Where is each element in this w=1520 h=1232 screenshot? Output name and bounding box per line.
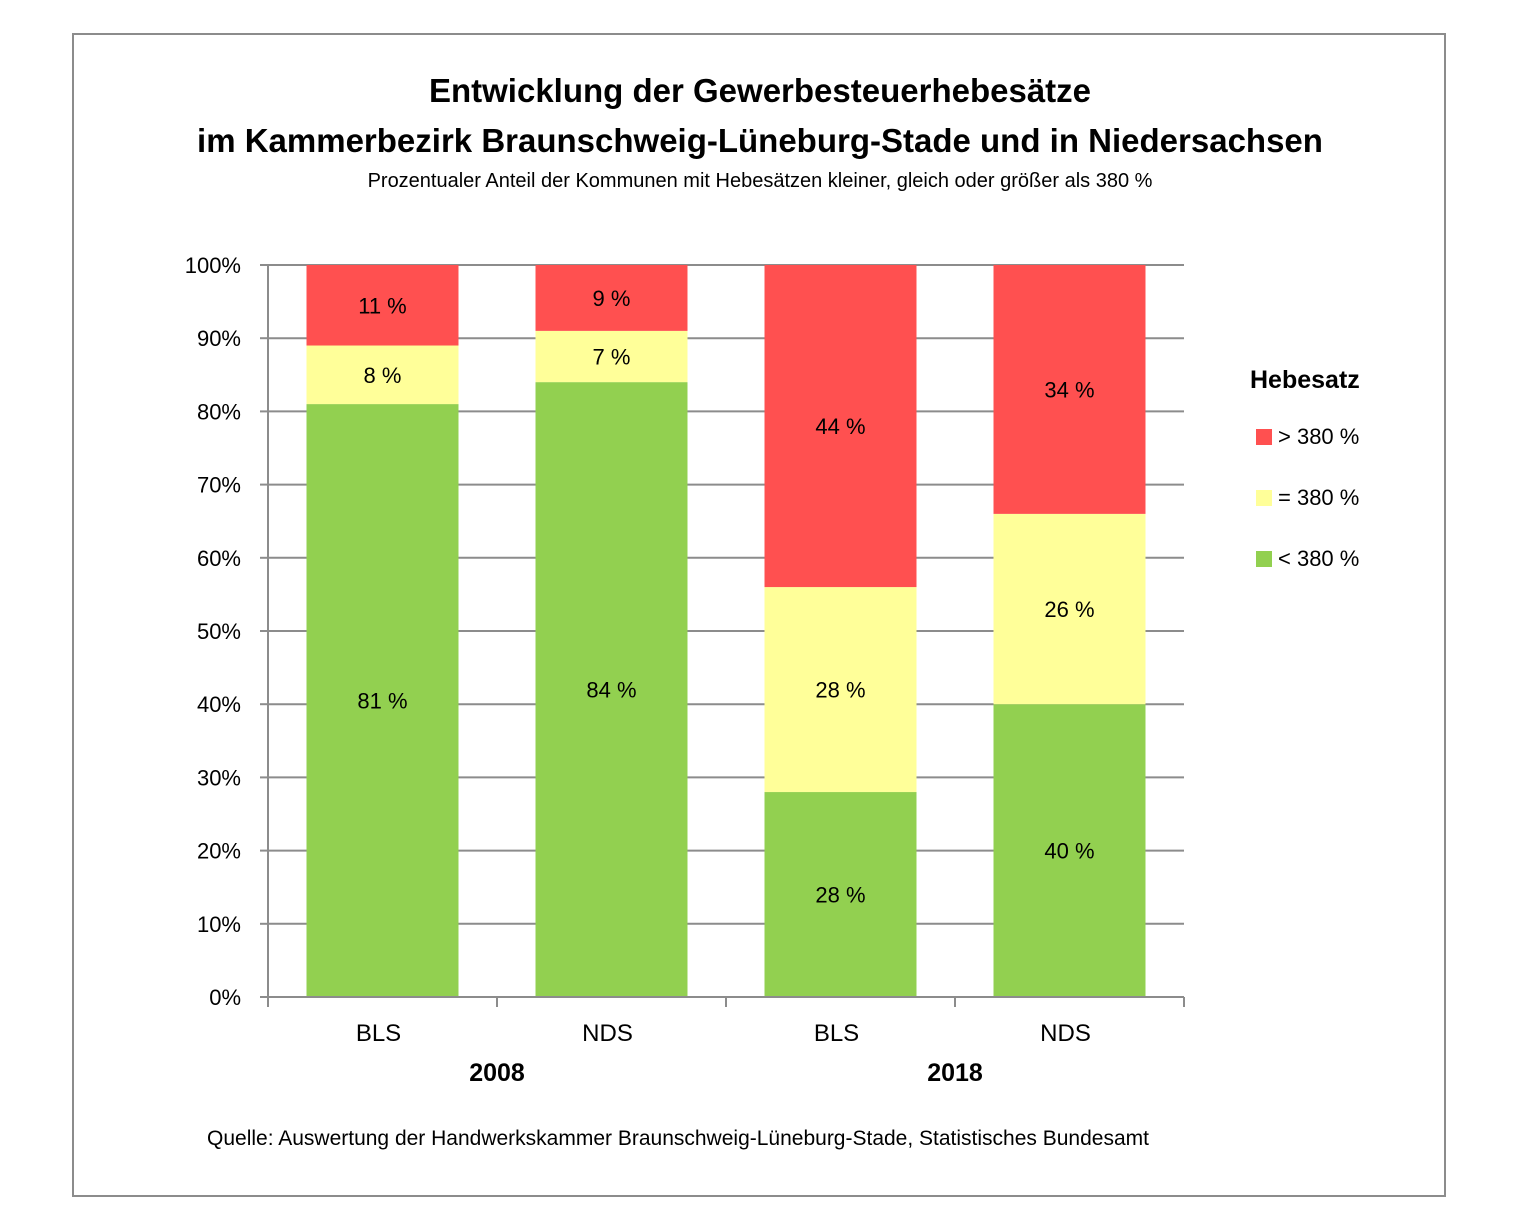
legend-item-less: < 380 %	[1256, 546, 1359, 572]
chart-title-line2: im Kammerbezirk Braunschweig-Lüneburg-St…	[197, 122, 1323, 159]
bar-segment	[993, 513, 1146, 705]
data-label: 84 %	[586, 678, 636, 703]
data-label: 28 %	[815, 678, 865, 703]
y-tick-label: 0%	[209, 985, 241, 1010]
bar-segment	[306, 404, 459, 998]
data-label: 34 %	[1044, 377, 1094, 402]
legend-label-less: < 380 %	[1278, 546, 1360, 571]
y-tick-label: 10%	[197, 912, 241, 937]
bar-segment	[764, 265, 917, 588]
data-label: 28 %	[815, 883, 865, 908]
bar-segment	[306, 345, 459, 405]
data-label: 26 %	[1044, 597, 1094, 622]
y-tick-label: 70%	[197, 473, 241, 498]
chart-subtitle: Prozentualer Anteil der Kommunen mit Heb…	[367, 170, 1153, 192]
group-label: 2018	[927, 1059, 983, 1087]
data-label: 40 %	[1044, 839, 1094, 864]
bar-segment	[764, 792, 917, 997]
legend-swatch-greater	[1256, 429, 1272, 445]
bar-segment	[993, 265, 1146, 514]
x-tick-label: BLS	[356, 1020, 401, 1047]
data-label: 44 %	[815, 414, 865, 439]
y-tick-label: 20%	[197, 839, 241, 864]
legend-swatch-less	[1256, 551, 1272, 567]
legend-item-greater: > 380 %	[1256, 424, 1359, 450]
group-label: 2008	[469, 1059, 525, 1087]
bar-segment	[535, 382, 688, 997]
legend-label-greater: > 380 %	[1278, 424, 1360, 449]
y-tick-label: 80%	[197, 399, 241, 424]
source-note: Quelle: Auswertung der Handwerkskammer B…	[207, 1127, 1149, 1150]
bar-segment	[764, 587, 917, 793]
x-tick-label: NDS	[582, 1020, 633, 1047]
bar-segment	[306, 265, 459, 346]
x-tick-label: BLS	[814, 1020, 859, 1047]
bar-segment	[993, 704, 1146, 997]
data-label: 8 %	[364, 363, 402, 388]
y-tick-label: 100%	[185, 253, 241, 278]
legend-swatch-equal	[1256, 490, 1272, 506]
x-tick-label: NDS	[1040, 1020, 1091, 1047]
chart-title: Entwicklung der Gewerbesteuerhebesätze	[428, 72, 1092, 109]
legend-title: Hebesatz	[1250, 366, 1360, 394]
y-tick-label: 30%	[197, 765, 241, 790]
legend-label-equal: = 380 %	[1278, 485, 1360, 510]
data-label: 9 %	[593, 286, 631, 311]
y-tick-label: 60%	[197, 546, 241, 571]
chart-frame	[72, 33, 1446, 1197]
data-label: 11 %	[358, 293, 407, 318]
y-tick-label: 40%	[197, 692, 241, 717]
bar-segment	[535, 330, 688, 383]
y-tick-label: 90%	[197, 326, 241, 351]
data-label: 81 %	[357, 689, 407, 714]
y-tick-label: 50%	[197, 619, 241, 644]
legend: Hebesatz > 380 % = 380 % < 380 %	[1248, 366, 1428, 571]
legend-item-equal: = 380 %	[1256, 485, 1359, 511]
bar-segment	[535, 265, 688, 331]
data-label: 7 %	[593, 345, 631, 370]
